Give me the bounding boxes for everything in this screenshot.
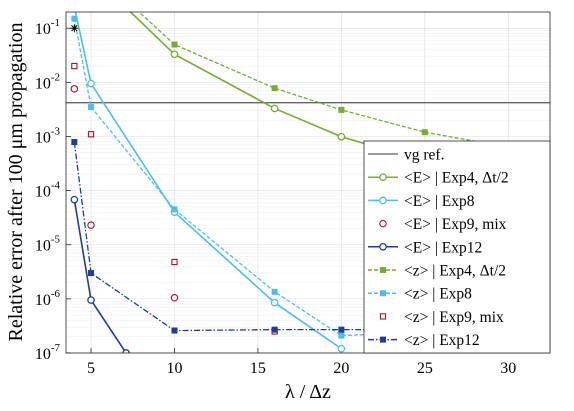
data-point <box>421 129 428 136</box>
legend-label: <E> | Exp8 <box>404 193 475 210</box>
series-line <box>73 199 127 353</box>
data-point <box>338 106 345 113</box>
data-point <box>171 41 178 48</box>
x-tick-label: 20 <box>333 360 349 377</box>
legend-label: <E> | Exp9, mix <box>404 216 507 233</box>
x-axis-title: λ / Δz <box>285 381 331 403</box>
y-tick-label: 10-6 <box>35 288 61 309</box>
data-point <box>71 15 78 22</box>
x-tick-label: 30 <box>500 360 516 377</box>
data-point <box>88 270 95 277</box>
legend-marker <box>379 219 387 228</box>
legend-entry: <E> | Exp9, mix <box>379 216 507 233</box>
legend-label: <z> | Exp9, mix <box>404 309 504 326</box>
legend-entry: <E> | Exp4, Δt/2 <box>368 170 509 187</box>
data-point <box>88 104 95 111</box>
data-point <box>337 344 346 353</box>
legend-marker <box>379 313 387 320</box>
data-point <box>270 298 279 307</box>
data-point <box>270 104 279 113</box>
legend-entry: <z> | Exp4, Δt/2 <box>368 263 506 280</box>
y-tick-label: 10-5 <box>35 234 61 255</box>
data-point <box>87 296 95 304</box>
legend-entry: <z> | Exp8 <box>368 286 472 303</box>
x-tick-label: 10 <box>166 360 182 377</box>
data-point <box>87 221 95 229</box>
legend-marker <box>379 290 386 297</box>
data-point <box>87 131 95 138</box>
data-point <box>71 62 78 70</box>
series-z-exp4-t-2 <box>138 12 545 157</box>
x-tick-label: 5 <box>87 360 95 377</box>
y-tick-label: 10-1 <box>35 17 60 38</box>
series-line <box>74 12 342 350</box>
data-point <box>170 50 179 59</box>
y-tick-label: 10-3 <box>35 125 61 146</box>
data-point <box>71 3 77 9</box>
legend-entry: <z> | Exp12 <box>368 332 480 349</box>
series-e-exp8 <box>71 3 346 353</box>
y-tick-label: 10-4 <box>35 180 61 201</box>
data-point <box>271 85 278 92</box>
data-point <box>70 195 79 204</box>
data-point <box>271 326 278 333</box>
series-line <box>138 12 542 154</box>
legend-marker <box>379 196 387 205</box>
data-point <box>171 206 178 213</box>
tick-labels: 5 10 15 20 25 30 10-7 10-6 10-5 10-4 10-3 10-2 10-1 <box>35 17 516 377</box>
series-e-exp12 <box>70 195 130 353</box>
data-point <box>171 327 178 334</box>
legend-label: <z> | Exp12 <box>404 332 480 349</box>
legend-label: <z> | Exp8 <box>404 286 472 303</box>
y-tick-label: 10-7 <box>35 342 61 363</box>
legend-entry: vg ref. <box>368 147 444 164</box>
legend-entry: <E> | Exp12 <box>368 239 482 256</box>
legend-marker <box>379 242 387 251</box>
legend-entry: <E> | Exp8 <box>368 193 475 210</box>
data-point <box>70 85 79 93</box>
data-point <box>338 326 345 333</box>
x-tick-label: 15 <box>250 360 266 377</box>
data-point <box>338 332 345 339</box>
data-point <box>271 288 278 295</box>
legend-marker <box>379 173 387 182</box>
legend-marker <box>379 336 386 343</box>
legend-label: vg ref. <box>404 147 444 164</box>
series-e-exp9-mix <box>70 85 179 302</box>
legend-label: <E> | Exp12 <box>404 239 482 256</box>
y-axis-title: Relative error after 100 μm propagation <box>5 23 27 342</box>
data-point <box>337 132 346 141</box>
x-tick-label: 25 <box>417 360 433 377</box>
data-point <box>170 293 179 302</box>
data-point <box>171 258 178 266</box>
y-tick-label: 10-2 <box>35 71 60 92</box>
data-point <box>87 79 95 88</box>
legend-label: <z> | Exp4, Δt/2 <box>404 263 506 280</box>
legend-label: <E> | Exp4, Δt/2 <box>404 170 509 187</box>
legend-entry: <z> | Exp9, mix <box>379 309 504 326</box>
data-point <box>71 139 78 146</box>
legend-marker <box>379 266 386 273</box>
legend: vg ref. <E> | Exp4, Δt/2 <E> | Exp8 <E> | E… <box>363 140 551 354</box>
star-marker <box>70 24 79 33</box>
